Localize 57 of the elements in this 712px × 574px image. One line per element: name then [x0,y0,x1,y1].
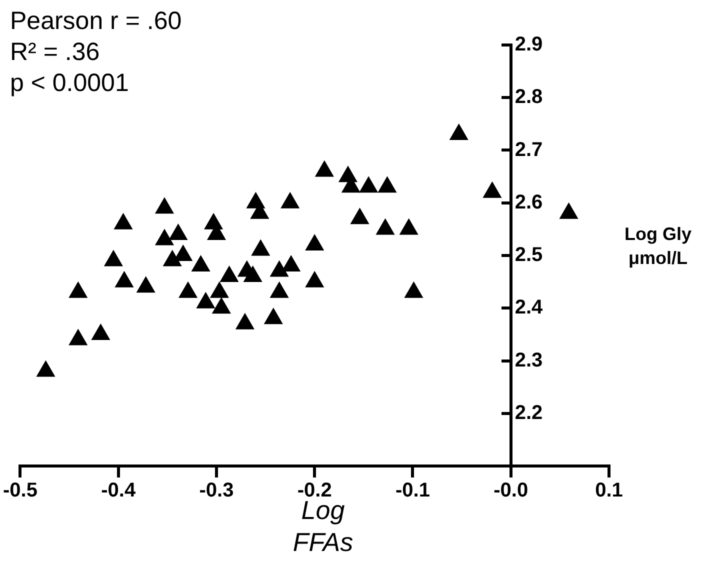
y-tick-label: 2.7 [514,138,543,161]
point [243,266,262,282]
point [282,255,301,272]
point [270,281,289,298]
point [264,308,283,324]
y-tick-label: 2.3 [514,349,543,372]
point [251,239,270,256]
x-tick-label: 0.1 [595,480,623,502]
x-tick-label: -0.2 [297,480,332,502]
point [154,228,174,246]
point [36,360,56,377]
point [210,281,229,298]
point [399,218,418,235]
point [314,160,334,177]
point [114,270,134,288]
point [91,323,110,340]
point [168,223,188,240]
y-tick-label: 2.8 [514,86,543,108]
y-tick-label: 2.5 [514,244,543,266]
point [68,328,88,346]
x-tick-label: -0.3 [199,480,234,502]
annotation: p < 0.0001 [10,68,130,99]
point [196,292,216,308]
text: Pearson r = .60 [10,6,182,37]
point [136,276,156,293]
x-tick-label: -0.4 [101,480,136,502]
point [191,255,210,272]
point [162,250,182,266]
y-tick-label: 2.4 [514,296,544,319]
point [376,218,395,235]
point [280,192,300,208]
point [235,312,254,330]
x-tick-label: -0.0 [494,480,528,502]
y-tick-label: 2.2 [514,402,543,424]
point [404,281,424,298]
point [68,281,88,298]
point [482,181,502,198]
y-axis-title: Log Gly μmol/L [624,223,692,270]
point [154,197,174,214]
point [449,123,468,140]
point [559,202,578,219]
point [359,176,378,193]
point [350,208,370,224]
point [270,260,289,277]
point [212,297,231,314]
point [104,250,123,266]
y-tick-label: 2.9 [514,34,543,56]
x-tick-label: -0.5 [2,480,38,502]
point [114,212,133,230]
point [305,234,324,250]
point [305,270,324,288]
point [220,266,239,282]
x-tick-label: -0.1 [396,480,430,502]
point [178,281,198,298]
annotation: R² = .36 [10,37,101,68]
point [378,176,397,193]
y-tick-label: 2.6 [514,191,543,214]
